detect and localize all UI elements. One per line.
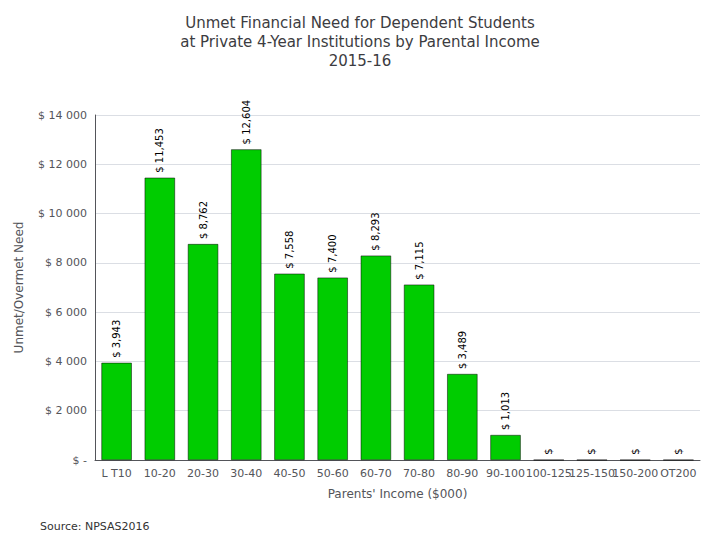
svg-text:$: $ bbox=[543, 448, 554, 454]
svg-text:$ 12 000: $ 12 000 bbox=[38, 158, 87, 171]
svg-text:$ -: $ - bbox=[73, 454, 87, 467]
svg-text:Source: NPSAS2016: Source: NPSAS2016 bbox=[40, 520, 150, 533]
svg-text:$ 7,115: $ 7,115 bbox=[414, 241, 425, 279]
svg-text:$ 3,489: $ 3,489 bbox=[457, 331, 468, 369]
svg-text:$ 7,558: $ 7,558 bbox=[284, 231, 295, 269]
svg-text:$ 8,762: $ 8,762 bbox=[198, 201, 209, 239]
svg-text:20-30: 20-30 bbox=[187, 467, 219, 480]
svg-text:$ 7,400: $ 7,400 bbox=[327, 234, 338, 272]
svg-text:70-80: 70-80 bbox=[403, 467, 435, 480]
svg-text:50-60: 50-60 bbox=[317, 467, 349, 480]
svg-text:150-200: 150-200 bbox=[612, 467, 658, 480]
svg-text:10-20: 10-20 bbox=[144, 467, 176, 480]
svg-text:OT200: OT200 bbox=[660, 467, 696, 480]
svg-text:60-70: 60-70 bbox=[360, 467, 392, 480]
svg-text:L T10: L T10 bbox=[101, 467, 131, 480]
svg-text:$: $ bbox=[586, 448, 597, 454]
svg-text:$ 8,293: $ 8,293 bbox=[370, 212, 381, 250]
svg-text:$: $ bbox=[630, 448, 641, 454]
svg-text:2015-16: 2015-16 bbox=[329, 52, 392, 70]
svg-text:Parents' Income ($000): Parents' Income ($000) bbox=[328, 487, 468, 501]
svg-text:90-100: 90-100 bbox=[486, 467, 525, 480]
svg-text:80-90: 80-90 bbox=[446, 467, 478, 480]
svg-text:$: $ bbox=[673, 448, 684, 454]
svg-text:$ 4 000: $ 4 000 bbox=[45, 355, 87, 368]
svg-text:at Private 4-Year Institutions: at Private 4-Year Institutions by Parent… bbox=[180, 33, 540, 51]
svg-text:125-150: 125-150 bbox=[569, 467, 615, 480]
svg-text:$ 10 000: $ 10 000 bbox=[38, 207, 87, 220]
svg-text:40-50: 40-50 bbox=[273, 467, 305, 480]
svg-text:Unmet/Overmet Need: Unmet/Overmet Need bbox=[12, 222, 26, 354]
svg-text:$ 8 000: $ 8 000 bbox=[45, 256, 87, 269]
svg-text:$ 3,943: $ 3,943 bbox=[111, 320, 122, 358]
svg-text:100-125: 100-125 bbox=[526, 467, 572, 480]
svg-text:$ 2 000: $ 2 000 bbox=[45, 404, 87, 417]
svg-text:$ 12,604: $ 12,604 bbox=[241, 100, 252, 145]
svg-text:30-40: 30-40 bbox=[230, 467, 262, 480]
svg-text:$ 6 000: $ 6 000 bbox=[45, 306, 87, 319]
svg-text:$ 1,013: $ 1,013 bbox=[500, 392, 511, 430]
svg-text:$ 14 000: $ 14 000 bbox=[38, 109, 87, 122]
svg-text:Unmet Financial Need for Depen: Unmet Financial Need for Dependent Stude… bbox=[185, 14, 535, 32]
svg-text:$ 11,453: $ 11,453 bbox=[154, 128, 165, 173]
